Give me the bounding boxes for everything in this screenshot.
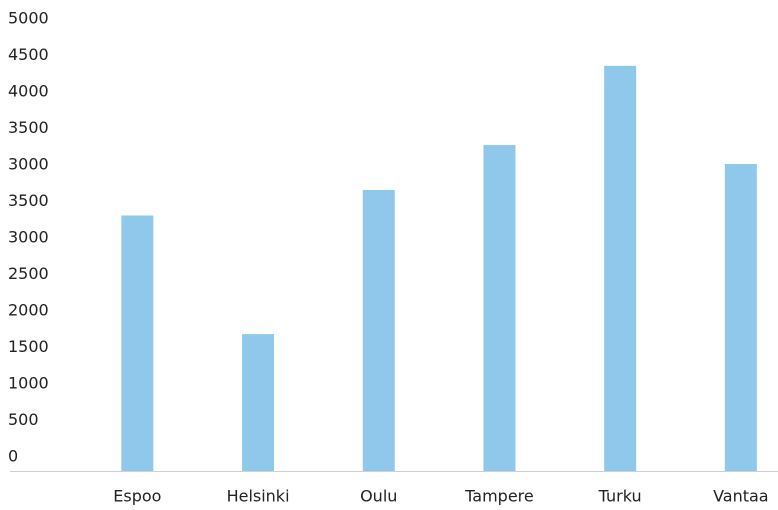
bar <box>362 189 395 471</box>
bar <box>483 145 516 471</box>
y-tick-label: 3000 <box>8 228 49 247</box>
y-tick-label: 1500 <box>8 337 49 356</box>
y-tick-label: 500 <box>8 410 39 429</box>
y-tick-label: 3500 <box>8 191 49 210</box>
y-tick-label: 5000 <box>8 9 49 28</box>
y-tick-label: 3000 <box>8 155 49 174</box>
y-tick-label: 2500 <box>8 264 49 283</box>
y-tick-label: 0 <box>8 447 18 466</box>
y-tick-label: 1000 <box>8 374 49 393</box>
bar <box>242 334 275 471</box>
bar <box>604 65 637 471</box>
x-tick-label: Espoo <box>113 487 161 506</box>
x-tick-label: Oulu <box>360 487 397 506</box>
y-tick-label: 4500 <box>8 45 49 64</box>
x-tick-label: Tampere <box>464 487 534 506</box>
y-tick-label: 2000 <box>8 301 49 320</box>
x-tick-label: Helsinki <box>227 487 290 506</box>
y-tick-label: 3500 <box>8 118 49 137</box>
x-tick-label: Turku <box>598 487 642 506</box>
bar <box>724 164 757 471</box>
bar <box>121 215 154 471</box>
x-tick-label: Vantaa <box>713 487 769 506</box>
y-tick-label: 4000 <box>8 82 49 101</box>
